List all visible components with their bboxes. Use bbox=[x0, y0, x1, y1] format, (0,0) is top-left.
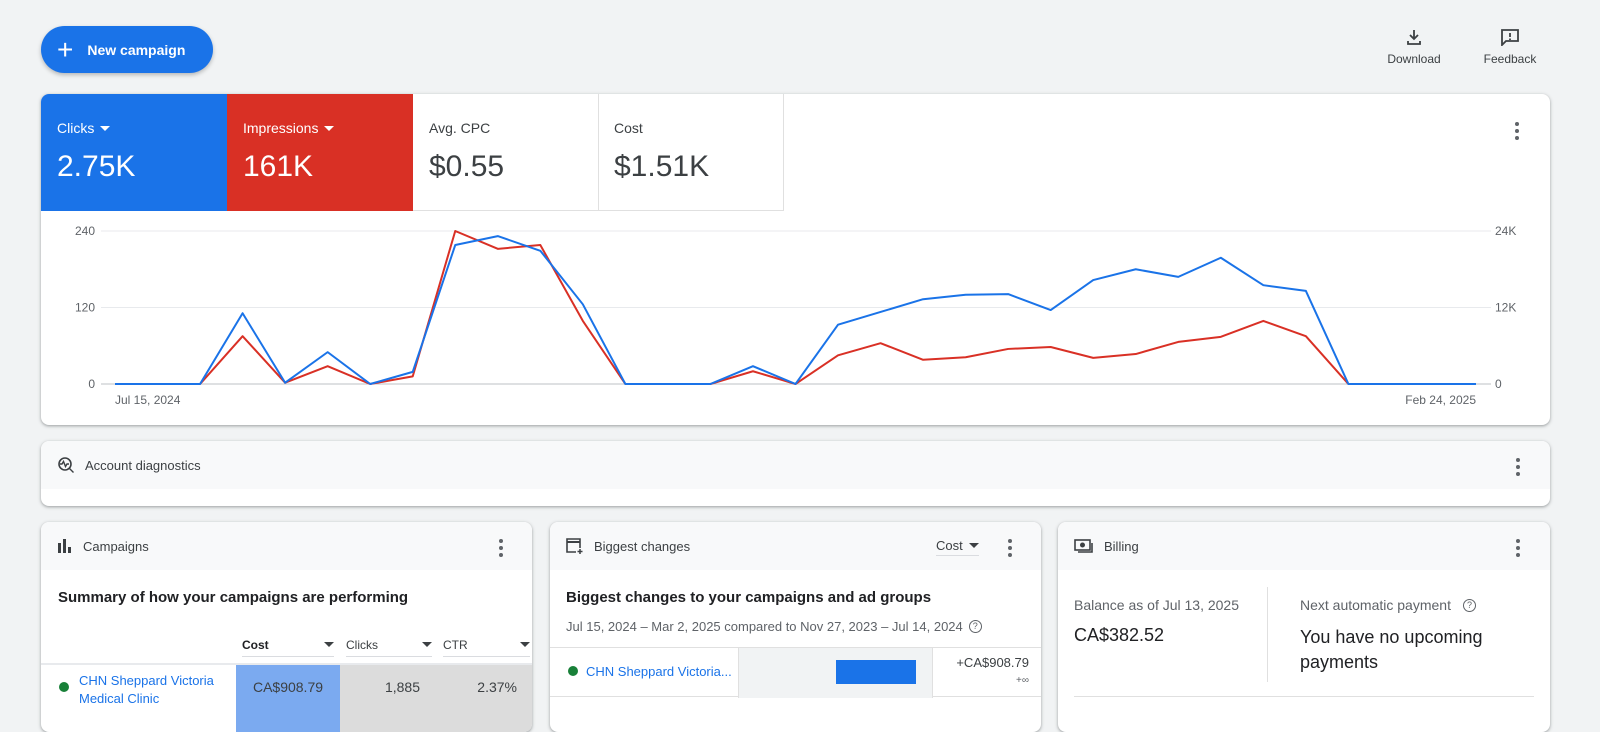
account-diagnostics-card: Account diagnostics bbox=[41, 441, 1550, 506]
campaigns-subtitle: Summary of how your campaigns are perfor… bbox=[58, 589, 409, 606]
metric-cost[interactable]: Cost $1.51K bbox=[598, 94, 784, 211]
more-options-icon[interactable] bbox=[1516, 539, 1520, 557]
bar-chart-icon bbox=[58, 539, 71, 553]
campaign-link[interactable]: CHN Sheppard Victoria... bbox=[586, 664, 732, 679]
caret-down-icon bbox=[324, 125, 335, 131]
sort-icon bbox=[324, 642, 334, 647]
diagnostics-icon bbox=[58, 457, 74, 473]
more-options-icon[interactable] bbox=[1516, 458, 1520, 476]
metric-clicks[interactable]: Clicks 2.75K bbox=[41, 94, 227, 211]
left-axis-tick: 120 bbox=[75, 301, 95, 315]
column-clicks[interactable]: Clicks bbox=[346, 638, 432, 657]
download-icon bbox=[1407, 30, 1421, 45]
change-value: +CA$908.79 bbox=[956, 655, 1029, 670]
change-bar bbox=[836, 660, 916, 684]
performance-card: Clicks 2.75K Impressions 161K Avg. CPC $0.5… bbox=[41, 94, 1550, 425]
campaigns-card: Campaigns Summary of how your campaigns … bbox=[41, 522, 532, 732]
right-axis-tick: 12K bbox=[1495, 301, 1516, 315]
clicks-cell: 1,885 bbox=[384, 679, 420, 695]
series-line-clicks bbox=[115, 235, 1476, 385]
next-payment-value: You have no upcoming payments bbox=[1300, 627, 1483, 672]
column-ctr[interactable]: CTR bbox=[443, 638, 530, 657]
help-icon[interactable]: ? bbox=[1462, 598, 1476, 612]
table-row: CHN Sheppard Victoria... +CA$908.79 +∞ bbox=[550, 647, 1041, 698]
download-button[interactable]: Download bbox=[1374, 28, 1454, 66]
more-options-icon[interactable] bbox=[499, 539, 503, 557]
table-row: CHN Sheppard Victoria Medical Clinic CA$… bbox=[41, 663, 532, 732]
left-axis-tick: 0 bbox=[88, 377, 95, 391]
sort-icon bbox=[520, 642, 530, 647]
balance-value: CA$382.52 bbox=[1074, 625, 1165, 645]
column-cost[interactable]: Cost bbox=[242, 638, 334, 657]
status-enabled-icon bbox=[59, 682, 69, 692]
more-options-icon[interactable] bbox=[1515, 122, 1519, 140]
feedback-button[interactable]: Feedback bbox=[1470, 28, 1550, 66]
x-axis-end-label: Feb 24, 2025 bbox=[1405, 393, 1476, 407]
billing-card: Billing Balance as of Jul 13, 2025 CA$38… bbox=[1058, 522, 1550, 732]
billing-icon bbox=[1074, 539, 1093, 553]
metric-avg-cpc[interactable]: Avg. CPC $0.55 bbox=[413, 94, 599, 211]
cost-cell: CA$908.79 bbox=[236, 665, 340, 732]
change-percent: +∞ bbox=[1016, 675, 1029, 686]
feedback-icon bbox=[1501, 29, 1519, 46]
ctr-cell: 2.37% bbox=[477, 679, 517, 695]
right-axis-tick: 0 bbox=[1495, 377, 1502, 391]
metric-impressions[interactable]: Impressions 161K bbox=[227, 94, 413, 211]
help-icon[interactable]: ? bbox=[968, 620, 982, 633]
right-axis-tick: 24K bbox=[1495, 224, 1516, 238]
status-enabled-icon bbox=[568, 666, 578, 676]
sort-icon bbox=[422, 642, 432, 647]
date-range: Jul 15, 2024 – Mar 2, 2025 compared to N… bbox=[566, 619, 963, 634]
new-campaign-button[interactable]: + New campaign bbox=[41, 26, 213, 73]
biggest-changes-card: Biggest changes Cost Biggest changes to … bbox=[550, 522, 1041, 732]
caret-down-icon bbox=[100, 125, 111, 131]
metric-dropdown[interactable]: Cost bbox=[936, 538, 979, 556]
caret-down-icon bbox=[968, 543, 979, 548]
new-window-icon bbox=[566, 538, 583, 554]
plus-icon: + bbox=[57, 33, 74, 65]
left-axis-tick: 240 bbox=[75, 224, 95, 238]
performance-chart: 0 0 120 12K 240 24K Jul 15, 2024 Feb 24, 2025 bbox=[75, 224, 1516, 407]
x-axis-start-label: Jul 15, 2024 bbox=[115, 393, 181, 407]
changes-subtitle: Biggest changes to your campaigns and ad… bbox=[566, 589, 932, 606]
next-payment-label: Next automatic payment bbox=[1300, 597, 1451, 613]
more-options-icon[interactable] bbox=[1008, 539, 1012, 557]
balance-label: Balance as of Jul 13, 2025 bbox=[1074, 597, 1240, 613]
campaign-link[interactable]: CHN Sheppard Victoria Medical Clinic bbox=[79, 673, 214, 706]
